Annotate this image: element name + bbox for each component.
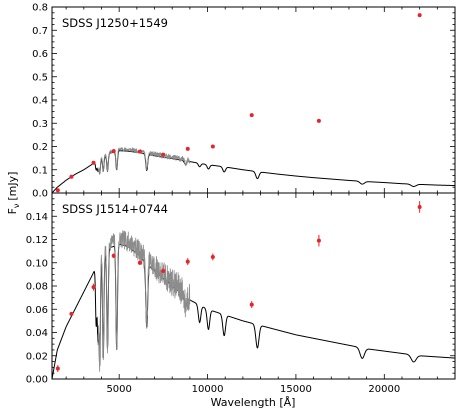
panel-bottom-ytick-label-0: 0.00 [26, 375, 48, 386]
panel-bottom-ytick-label-7: 0.14 [26, 212, 48, 223]
panel-bottom-photometry-point-10 [417, 204, 422, 209]
panel-bottom-xtick-label-1: 10000 [192, 384, 224, 395]
panel-top-ytick-label-5: 0.5 [32, 72, 48, 83]
panel-top-photometry-point-6 [185, 146, 190, 151]
panel-bottom-photometry-point-6 [185, 259, 190, 264]
panel-top-title: SDSS J1250+1549 [62, 16, 168, 30]
panel-bottom-photometry-point-7 [210, 254, 215, 259]
panel-bottom-xtick-label-3: 20000 [368, 384, 400, 395]
panel-top-photometry [55, 13, 422, 193]
panel-bottom-photometry-point-0 [55, 366, 60, 371]
panel-bottom-photometry-point-3 [111, 253, 116, 258]
panel-top-photometry-point-1 [69, 174, 74, 179]
panel-top-ytick-label-2: 0.2 [32, 142, 48, 153]
panel-bottom-photometry-point-8 [249, 302, 254, 307]
panel-bottom-spectrum-line [97, 230, 191, 372]
panel-top-model-line [51, 150, 456, 194]
y-axis-title: Fν [mJy] [6, 172, 21, 215]
x-axis-title: Wavelength [Å] [211, 396, 296, 409]
panel-top-photometry-point-2 [91, 160, 96, 165]
panel-top-ticks [52, 6, 456, 194]
panel-bottom-photometry-point-4 [137, 260, 142, 265]
panel-top-ytick-label-0: 0.0 [32, 189, 48, 200]
panel-top-photometry-point-7 [210, 144, 215, 149]
y-axis-title-sub: ν [12, 203, 21, 208]
panel-bottom-frame [51, 192, 456, 380]
y-axis-title-main: F [6, 208, 19, 214]
panel-bottom-ytick-label-1: 0.02 [26, 351, 48, 362]
panel-bottom-xtick-label-0: 5000 [106, 384, 131, 395]
panel-top-ytick-label-3: 0.3 [32, 119, 48, 130]
panel-bottom-title: SDSS J1514+0744 [62, 202, 168, 216]
panel-top-photometry-point-3 [111, 149, 116, 154]
panel-top-frame [51, 6, 456, 194]
panel-top-ytick-label-1: 0.1 [32, 165, 48, 176]
panel-top-ytick-labels: 0.0 0.1 0.2 0.3 0.4 0.5 0.6 0.7 0.8 [32, 3, 48, 200]
panel-bottom: 0.00 0.02 0.04 0.06 0.08 0.10 0.12 0.14 5000 100… [26, 192, 456, 395]
y-axis-title-unit: [mJy] [6, 172, 19, 201]
panel-top-photometry-point-4 [137, 149, 142, 154]
panel-top: 0.0 0.1 0.2 0.3 0.4 0.5 0.6 0.7 0.8 SDSS J1250+1… [32, 3, 456, 200]
panel-bottom-ytick-label-3: 0.06 [26, 305, 48, 316]
panel-bottom-ticks [52, 193, 456, 380]
panel-bottom-ytick-label-6: 0.12 [26, 235, 48, 246]
panel-top-photometry-point-10 [417, 13, 422, 18]
panel-bottom-photometry [55, 201, 422, 373]
panel-top-ytick-label-6: 0.6 [32, 49, 48, 60]
panel-bottom-photometry-point-1 [69, 311, 74, 316]
panel-bottom-ytick-label-2: 0.04 [26, 328, 48, 339]
panel-top-ytick-label-7: 0.7 [32, 26, 48, 37]
panel-bottom-photometry-point-2 [91, 285, 96, 290]
panel-top-photometry-point-8 [249, 113, 254, 118]
panel-bottom-ytick-labels: 0.00 0.02 0.04 0.06 0.08 0.10 0.12 0.14 [26, 212, 48, 386]
panel-top-ytick-label-8: 0.8 [32, 3, 48, 14]
panel-top-ytick-label-4: 0.4 [32, 96, 48, 107]
panel-top-photometry-point-5 [161, 152, 166, 157]
panel-bottom-ytick-label-5: 0.10 [26, 258, 48, 269]
panel-top-photometry-point-0 [55, 188, 60, 193]
panel-bottom-photometry-point-5 [161, 268, 166, 273]
panel-bottom-xtick-labels: 5000 10000 15000 20000 [106, 384, 400, 395]
panel-bottom-xtick-label-2: 15000 [280, 384, 312, 395]
panel-top-photometry-point-9 [316, 118, 321, 123]
panel-bottom-ytick-label-4: 0.08 [26, 282, 48, 293]
panel-bottom-photometry-point-9 [316, 238, 321, 243]
panel-bottom-model-line [51, 243, 456, 380]
